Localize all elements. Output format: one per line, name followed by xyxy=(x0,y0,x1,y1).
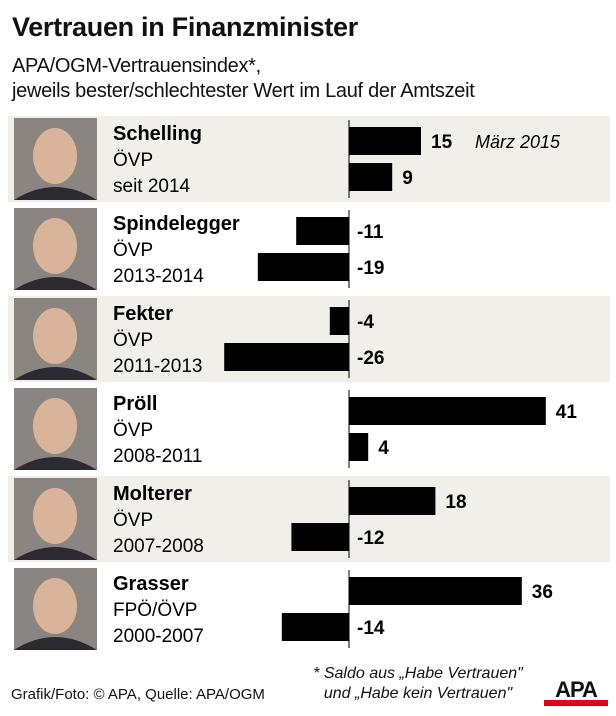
value-label: -12 xyxy=(357,528,384,549)
value-label: -4 xyxy=(357,312,374,333)
minister-name: Molterer xyxy=(113,483,192,505)
subtitle-line-1: APA/OGM-Vertrauensindex*, xyxy=(12,55,261,77)
bar-best xyxy=(349,487,436,515)
minister-party: ÖVP xyxy=(113,510,153,531)
portrait-face xyxy=(33,398,77,454)
row-band xyxy=(8,116,610,202)
minister-name: Fekter xyxy=(113,303,173,325)
portrait-face xyxy=(33,578,77,634)
portrait-face xyxy=(33,488,77,544)
annotation: März 2015 xyxy=(475,132,561,152)
portrait-suit xyxy=(14,187,97,200)
value-label: 9 xyxy=(402,168,413,189)
footnote-line-1: * Saldo aus „Habe Vertrauen" xyxy=(313,665,523,682)
apa-logo: APA xyxy=(544,679,608,706)
portrait-face xyxy=(33,308,77,364)
minister-party: ÖVP xyxy=(113,330,153,351)
minister-name: Grasser xyxy=(113,573,189,595)
minister-term: 2008-2011 xyxy=(113,446,202,467)
portrait-suit xyxy=(14,457,97,470)
bar-best xyxy=(349,577,522,605)
bar-worst xyxy=(291,523,349,551)
bar-best xyxy=(329,307,349,335)
value-label: -14 xyxy=(357,618,385,639)
minister-term: 2000-2007 xyxy=(113,626,204,647)
bar-worst xyxy=(349,433,369,461)
minister-name: Schelling xyxy=(113,123,202,145)
bar-best xyxy=(349,397,546,425)
minister-party: ÖVP xyxy=(113,240,153,261)
value-label: 18 xyxy=(445,492,466,513)
bar-worst xyxy=(224,343,349,371)
value-label: 15 xyxy=(431,132,453,153)
minister-party: ÖVP xyxy=(113,150,153,171)
bar-worst xyxy=(257,253,349,281)
source-credit: Grafik/Foto: © APA, Quelle: APA/OGM xyxy=(11,686,265,703)
value-label: -11 xyxy=(357,222,384,243)
minister-party: FPÖ/ÖVP xyxy=(113,600,197,621)
minister-term: seit 2014 xyxy=(113,176,191,197)
subtitle-line-2: jeweils bester/schlechtester Wert im Lau… xyxy=(12,80,475,102)
value-label: -26 xyxy=(357,348,384,369)
minister-term: 2013-2014 xyxy=(113,266,204,287)
minister-term: 2011-2013 xyxy=(113,356,202,377)
bar-worst xyxy=(349,163,393,191)
minister-term: 2007-2008 xyxy=(113,536,204,557)
minister-name: Spindelegger xyxy=(113,213,240,235)
value-label: 36 xyxy=(532,582,553,603)
portrait-face xyxy=(33,128,77,184)
bar-best xyxy=(349,127,421,155)
portrait-suit xyxy=(14,367,97,380)
value-label: 41 xyxy=(556,402,578,423)
portrait-suit xyxy=(14,547,97,560)
minister-party: ÖVP xyxy=(113,420,153,441)
portrait-suit xyxy=(14,277,97,290)
value-label: -19 xyxy=(357,258,384,279)
bar-best xyxy=(296,217,349,245)
footnote: * Saldo aus „Habe Vertrauen" und „Habe k… xyxy=(298,664,538,704)
footnote-line-2: und „Habe kein Vertrauen" xyxy=(323,685,513,702)
portrait-face xyxy=(33,218,77,274)
bar-worst xyxy=(281,613,349,641)
value-label: 4 xyxy=(378,438,389,459)
portrait-suit xyxy=(14,637,97,650)
minister-name: Pröll xyxy=(113,393,157,415)
chart-title: Vertrauen in Finanzminister xyxy=(12,12,358,42)
